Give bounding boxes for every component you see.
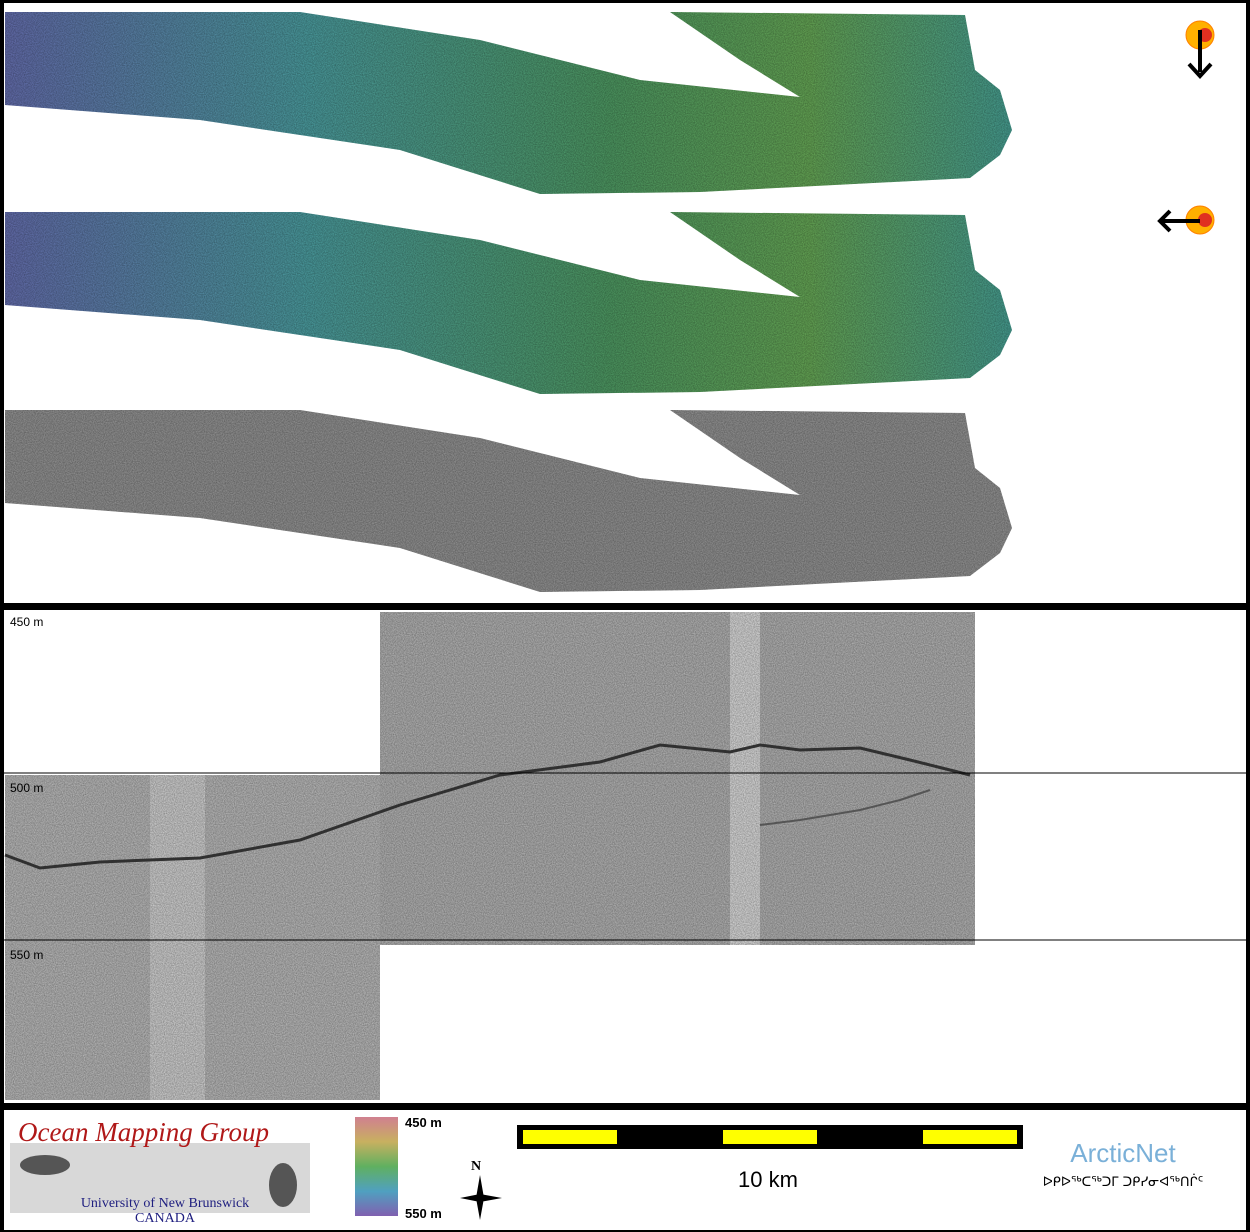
depth-label: 550 m (10, 948, 43, 962)
colorbar (355, 1117, 398, 1216)
partner-name: ArcticNet (1070, 1138, 1176, 1168)
north-arrow (460, 1175, 502, 1220)
logo-country: CANADA (135, 1211, 196, 1226)
colorbar-label: 450 m (405, 1115, 442, 1130)
colorbar-label: 550 m (405, 1206, 442, 1221)
depth-label: 450 m (10, 615, 43, 629)
scale-label: 10 km (738, 1167, 798, 1192)
logo-university: University of New Brunswick (81, 1196, 249, 1211)
north-label: N (471, 1159, 481, 1174)
scale-bar (517, 1125, 1023, 1149)
sun-icon (1157, 20, 1215, 235)
logo-shape (269, 1163, 297, 1207)
logo-image (10, 1143, 310, 1213)
partner-syllabics: ᐅᑭᐅᖅᑕᖅᑐᒥ ᑐᑭᓯᓂᐊᖅᑎᒌᑦ (1043, 1173, 1204, 1190)
logo-shape (20, 1155, 70, 1175)
logo-title: Ocean Mapping Group (18, 1117, 269, 1147)
profile-image (4, 612, 975, 1100)
depth-label: 500 m (10, 781, 43, 795)
